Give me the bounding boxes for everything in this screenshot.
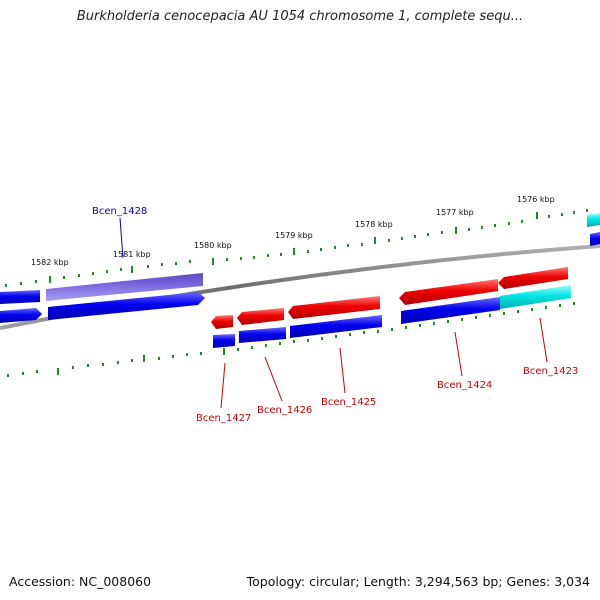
gene-top-right-forward[interactable] — [590, 232, 600, 246]
genome-stats-label: Topology: circular; Length: 3,294,563 bp… — [246, 574, 590, 589]
pointer-bcen-1426 — [264, 356, 283, 402]
inner-scale-track — [7, 302, 575, 377]
kbp-label-1582: 1582 kbp — [31, 258, 69, 267]
gene-bcen-1426-forward[interactable] — [239, 327, 286, 343]
gene-bcen-1423-cyan[interactable] — [500, 285, 571, 309]
pointer-bcen-1427 — [220, 362, 226, 409]
kbp-label-1577: 1577 kbp — [436, 208, 474, 217]
gene-bcen-1427-forward[interactable] — [213, 334, 235, 348]
gene-bcen-1423[interactable] — [498, 267, 568, 289]
map-title: Burkholderia cenocepacia AU 1054 chromos… — [76, 9, 524, 24]
gene-top-right-cyan[interactable] — [587, 213, 600, 227]
label-bcen-1427[interactable]: Bcen_1427 — [196, 413, 251, 424]
gene-bcen-1424[interactable] — [399, 279, 498, 305]
kbp-label-1581: 1581 kbp — [113, 250, 151, 259]
label-bcen-1424[interactable]: Bcen_1424 — [437, 380, 492, 391]
gene-left-forward-lower[interactable] — [0, 308, 42, 323]
gene-bcen-1425-forward[interactable] — [290, 315, 382, 338]
gene-bcen-1424-forward[interactable] — [401, 297, 500, 324]
label-bcen-1426[interactable]: Bcen_1426 — [257, 405, 312, 416]
gene-bcen-1427[interactable] — [211, 315, 233, 329]
gene-bcen-1425[interactable] — [288, 296, 380, 319]
accession-label: Accession: NC_008060 — [9, 574, 152, 589]
gene-forward-long[interactable] — [48, 292, 205, 320]
pointer-bcen-1423 — [539, 317, 548, 363]
kbp-label-1580: 1580 kbp — [194, 241, 232, 250]
gene-bcen-1428[interactable] — [46, 273, 203, 301]
label-bcen-1423[interactable]: Bcen_1423 — [523, 366, 578, 377]
kbp-label-1576: 1576 kbp — [517, 195, 555, 204]
label-bcen-1425[interactable]: Bcen_1425 — [321, 397, 376, 408]
outer-scale-track — [5, 209, 588, 287]
gene-bcen-1426[interactable] — [237, 308, 284, 325]
gene-left-forward-upper[interactable] — [0, 290, 40, 304]
pointer-bcen-1424 — [454, 331, 463, 377]
pointer-bcen-1425 — [339, 347, 346, 394]
pointer-bcen-1428 — [119, 217, 124, 259]
kbp-label-1579: 1579 kbp — [275, 231, 313, 240]
label-bcen-1428[interactable]: Bcen_1428 — [92, 206, 147, 217]
kbp-label-1578: 1578 kbp — [355, 220, 393, 229]
